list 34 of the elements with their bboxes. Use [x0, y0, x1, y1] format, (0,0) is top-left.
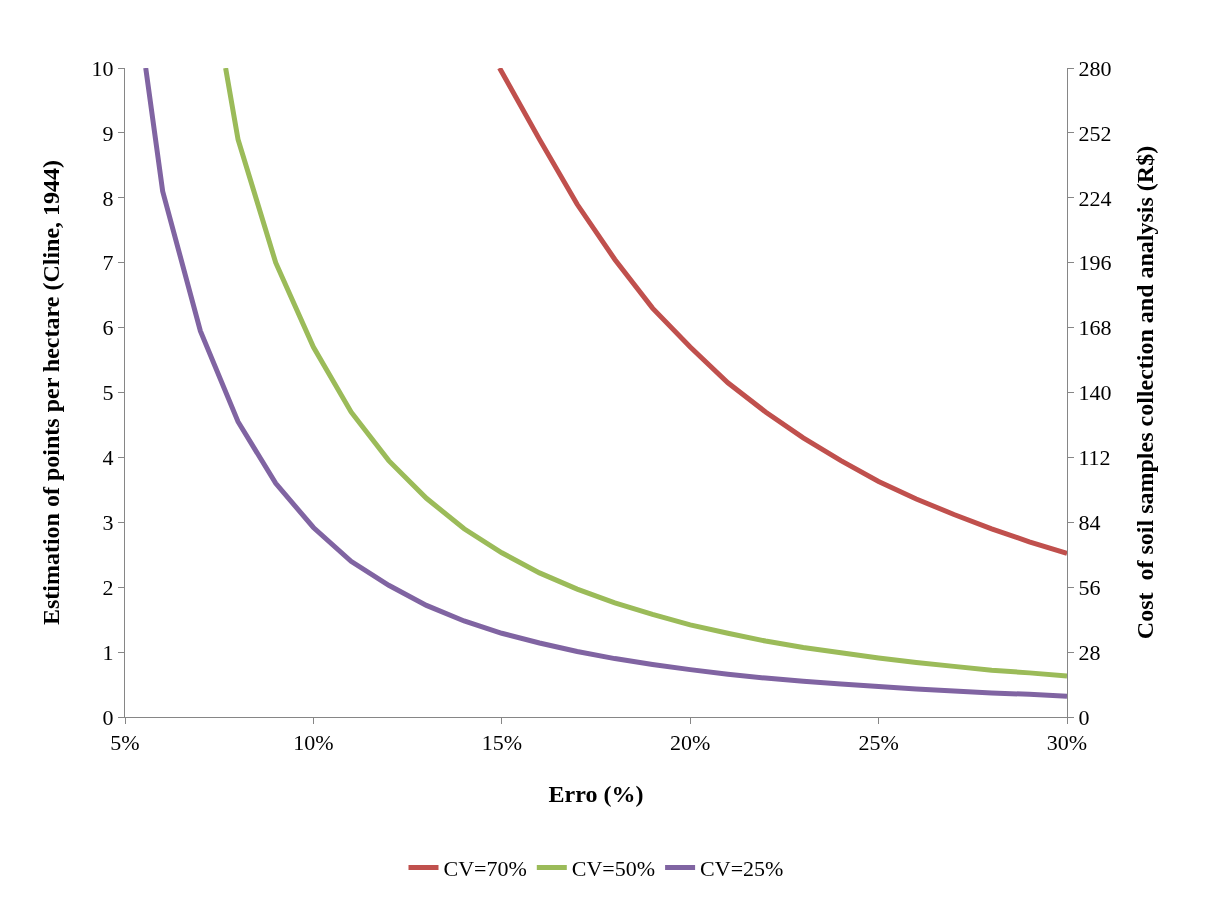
x-tick-label: 15% [481, 730, 522, 756]
y2-tick-label: 56 [1078, 574, 1101, 600]
y2-tick-label: 112 [1078, 445, 1111, 471]
y2-axis-title: Cost of soil samples collection and analysis (R$) [1131, 145, 1158, 640]
y-tick-label: 1 [102, 639, 114, 665]
y2-tick-label: 168 [1078, 315, 1112, 341]
y-tick-label: 3 [102, 510, 114, 535]
x-tick-label: 5% [110, 730, 140, 756]
y-tick-label: 10 [91, 55, 114, 81]
x-tick-label: 10% [293, 730, 334, 756]
legend-label: CV=50% [571, 856, 656, 882]
y-tick-label: 2 [102, 574, 114, 600]
y2-tick-label: 84 [1078, 510, 1101, 535]
y2-tick-label: 196 [1078, 250, 1112, 276]
x-tick-label: 25% [858, 730, 899, 756]
y-tick-label: 4 [102, 445, 114, 471]
legend-label: CV=70% [443, 856, 527, 882]
y2-tick-label: 252 [1078, 120, 1112, 146]
y2-tick-label: 224 [1078, 185, 1112, 211]
y-tick-label: 8 [102, 185, 114, 211]
x-tick-label: 20% [670, 730, 711, 756]
y2-tick-label: 280 [1078, 55, 1112, 81]
x-tick-label: 30% [1046, 730, 1088, 756]
y-tick-label: 6 [102, 315, 114, 341]
x-axis-title: Erro (%) [548, 780, 644, 807]
legend-label: CV=25% [700, 856, 784, 882]
y2-tick-label: 0 [1078, 704, 1090, 730]
y-tick-label: 7 [102, 250, 114, 276]
y2-tick-label: 140 [1078, 380, 1112, 406]
y2-tick-label: 28 [1078, 639, 1101, 665]
y-tick-label: 0 [102, 704, 114, 730]
y-tick-label: 9 [102, 120, 114, 146]
y-axis-title: Estimation of points per hectare (Cline, 1944) [37, 159, 64, 626]
y-tick-label: 5 [102, 380, 114, 406]
